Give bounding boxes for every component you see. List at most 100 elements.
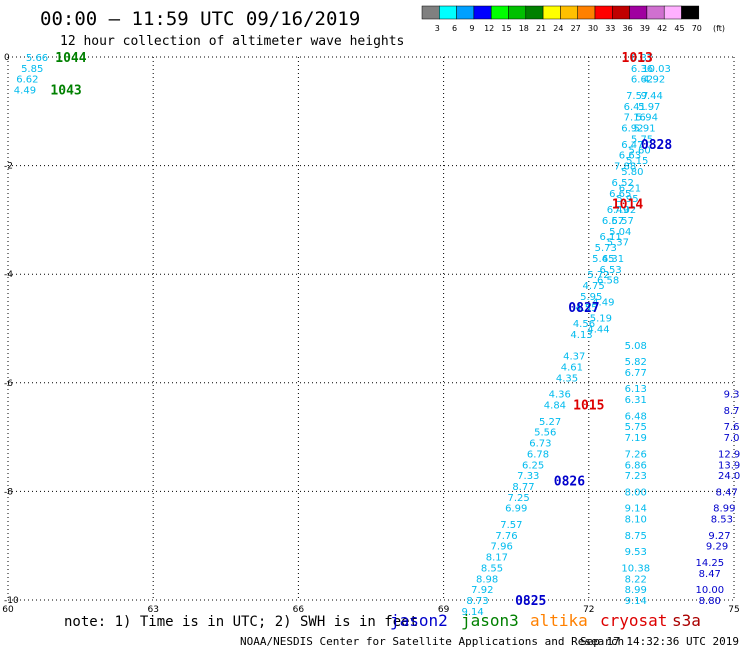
swh-value: 6.77 [625,368,647,379]
swh-value: 5.75 [625,422,647,433]
swh-value: 9.3 [724,390,740,401]
scale-label: 21 [536,24,546,33]
swh-value: 8.00 [625,487,647,498]
scale-swatch [646,5,665,20]
swh-value: 4.37 [563,352,585,363]
swh-value: 9.29 [706,542,728,553]
swh-value: 7.0 [724,433,740,444]
y-tick-label: -4 [4,270,13,280]
y-tick-label: 0 [4,53,10,63]
scale-swatch [681,5,700,20]
swh-value: 6.92 [621,124,643,135]
swh-value: 7.76 [495,531,517,542]
swh-value: 4.44 [587,325,609,336]
wave-height-values: 5.665.856.624.499.148.998.2210.389.538.7… [14,53,740,618]
legend-jason2: jason2 [390,611,448,630]
swh-value: 5.15 [626,156,648,167]
scale-swatch [594,5,613,20]
scale-label: 24 [553,24,563,33]
y-tick-label: -8 [4,487,13,497]
scale-swatch [542,5,561,20]
swh-value: 5.97 [638,102,660,113]
swh-value: 8.47 [699,569,721,580]
swh-value: 5.60 [628,145,650,156]
swh-value: 6.48 [625,411,647,422]
swh-value: 8.7 [724,406,740,417]
scale-swatch [473,5,492,20]
swh-value: 5.94 [636,113,658,124]
swh-value: 7.23 [625,471,647,482]
swh-value: 6.62 [631,75,653,86]
swh-value: 6.73 [529,439,551,450]
swh-value: 8.99 [713,504,735,515]
swh-value: 5.19 [590,314,612,325]
x-tick-label: 60 [2,605,14,615]
swh-value: 7.25 [507,493,529,504]
swh-value: 7.88 [614,162,636,173]
scale-swatch [439,5,457,20]
swh-value: 7.57 [500,520,522,531]
swh-value: 5.56 [534,428,556,439]
swh-value: 4.49 [14,86,36,97]
swh-value: 8.53 [711,515,733,526]
swh-value: 14.25 [695,558,724,569]
pass-time-labels: 1044 1043 1013 0828 1014 0827 1015 0826 0825 [50,51,672,609]
swh-value: 10.00 [695,585,724,596]
swh-value: 4.56 [573,319,595,330]
swh-value: 5.37 [607,238,629,249]
scale-label: 12 [484,24,494,33]
swh-value: 8.99 [625,585,647,596]
color-scale-legend: 3 6 9 12 15 18 21 24 27 30 33 36 39 42 45 70 [421,5,702,33]
legend-jason3: jason3 [461,611,519,630]
swh-value: 4.49 [592,297,614,308]
swh-value: 6.31 [602,254,624,265]
pass-time-label: 1043 [50,84,81,99]
swh-value: 5.91 [633,124,655,135]
swh-value: 6.37 [631,53,653,64]
legend-cryosat: cryosat [600,611,667,630]
swh-value: 6.67 [602,216,624,227]
x-tick-label: 66 [293,605,305,615]
swh-value: 7.96 [491,542,513,553]
swh-value: 6.63 [619,151,641,162]
swh-value: 6.99 [505,504,527,515]
swh-value: 8.17 [486,553,508,564]
swh-value: 7.02 [614,205,636,216]
scale-label: 9 [469,24,474,33]
color-scale-unit: (ft) [713,24,725,33]
swh-value: 5.80 [621,167,643,178]
scale-label: 39 [640,24,650,33]
footer-timestamp: Sep 17 14:32:36 UTC 2019 [580,635,739,648]
footer-credit: NOAA/NESDIS Center for Satellite Applica… [240,635,624,648]
swh-value: 6.36 [631,64,653,75]
swh-value: 13.9 [718,460,740,471]
footer-note: note: 1) Time is in UTC; 2) SWH is in fe… [64,614,418,630]
swh-value: 10.03 [642,64,671,75]
pass-time-label: 1044 [55,51,86,66]
satellite-legend: jason2 jason3 altika cryosat s3a [390,611,701,630]
swh-value: 4.75 [583,281,605,292]
scale-label: 3 [435,24,440,33]
swh-value: 24.0 [718,471,740,482]
swh-value: 6.65 [609,189,631,200]
swh-value: 8.98 [476,574,498,585]
legend-altika: altika [530,611,588,630]
swh-value: 7.16 [624,113,646,124]
swh-value: 5.45 [592,254,614,265]
y-tick-label: -2 [4,162,13,172]
swh-value: 8.75 [625,531,647,542]
x-tick-label: 69 [438,605,450,615]
scale-swatch [456,5,475,20]
pass-time-label: 1013 [622,51,653,66]
pass-time-label: 1015 [573,399,604,414]
swh-value: 6.47 [621,140,643,151]
swh-value: 4.61 [561,363,583,374]
scale-label: 36 [623,24,633,33]
swh-value: 6.13 [625,384,647,395]
swh-value: 9.27 [708,531,730,542]
scale-label: 45 [674,24,684,33]
swh-value: 8.47 [716,487,738,498]
swh-value: 8.10 [625,515,647,526]
swh-value: 4.84 [544,401,566,412]
swh-value: 4.92 [643,75,665,86]
